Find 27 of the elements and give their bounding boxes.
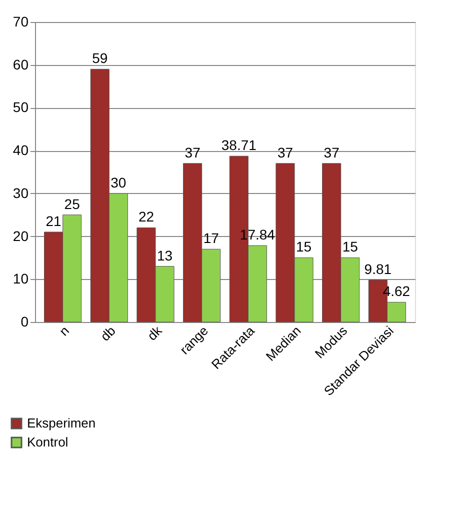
x-tick-label: dk xyxy=(144,322,166,344)
y-tick-label: 20 xyxy=(12,228,29,244)
data-label: 37 xyxy=(184,144,201,160)
legend-label: Eksperimen xyxy=(27,416,96,430)
data-label: 59 xyxy=(92,50,108,66)
data-label: 25 xyxy=(64,196,80,212)
y-tick-label: 50 xyxy=(12,99,29,116)
legend-label: Kontrol xyxy=(27,434,68,450)
data-label: 22 xyxy=(138,208,154,225)
data-label: 30 xyxy=(110,174,126,190)
data-label: 15 xyxy=(296,238,312,255)
y-tick-label: 40 xyxy=(12,142,29,158)
data-label: 15 xyxy=(342,238,358,255)
y-tick-label: 60 xyxy=(12,56,29,72)
data-label: 17 xyxy=(203,230,220,246)
x-tick-label: db xyxy=(98,323,118,344)
data-label: 13 xyxy=(156,247,173,264)
y-tick-label: 30 xyxy=(12,184,29,201)
data-label: 21 xyxy=(46,213,62,229)
y-tick-label: 70 xyxy=(12,14,29,30)
data-label: 37 xyxy=(277,144,294,160)
x-tick-label: n xyxy=(56,323,72,339)
y-tick-label: 0 xyxy=(20,314,29,330)
data-label: 37 xyxy=(324,144,340,160)
data-label: 9.81 xyxy=(364,260,392,277)
y-tick-label: 10 xyxy=(12,270,29,287)
data-label: 38.71 xyxy=(221,137,257,154)
